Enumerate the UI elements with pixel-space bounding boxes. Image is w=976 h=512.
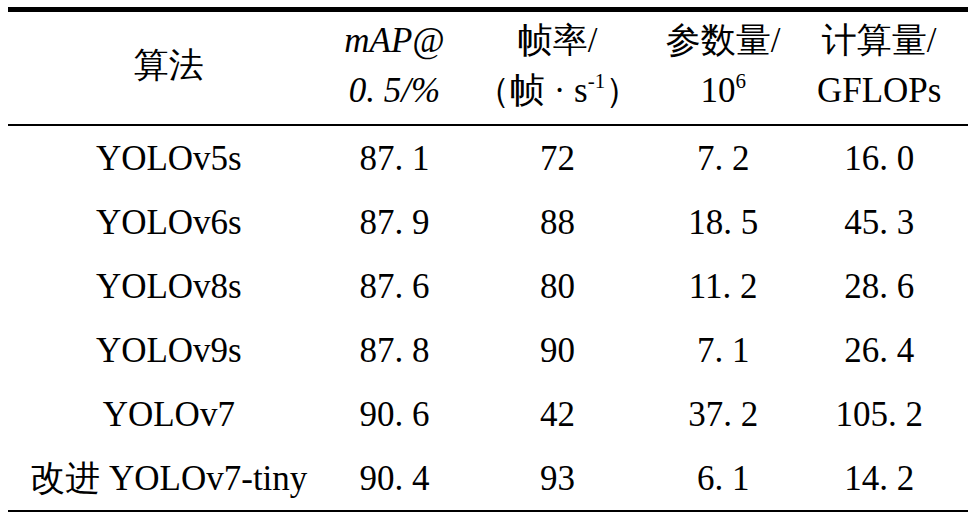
cell-gflops: 14. 2 (790, 446, 968, 512)
cell-fps: 42 (459, 382, 656, 446)
cell-map: 87. 8 (330, 318, 460, 382)
fps-unit-close: ） (605, 71, 640, 110)
table-row: 改进 YOLOv7-tiny 90. 4 93 6. 1 14. 2 (8, 446, 968, 512)
table-row: YOLOv9s 87. 8 90 7. 1 26. 4 (8, 318, 968, 382)
column-header-fps: 帧率/ （帧 · s-1） (459, 10, 656, 126)
column-header-params: 参数量/ 106 (656, 10, 790, 126)
cell-map: 87. 1 (330, 125, 460, 190)
cell-map: 90. 4 (330, 446, 460, 512)
cell-params: 7. 2 (656, 125, 790, 190)
cell-algorithm: 改进 YOLOv7-tiny (8, 446, 330, 512)
cell-algorithm: YOLOv8s (8, 254, 330, 318)
params-unit-superscript: 6 (735, 69, 746, 93)
cell-map: 90. 6 (330, 382, 460, 446)
cell-algorithm: YOLOv5s (8, 125, 330, 190)
table-header: 算法 mAP@ 0. 5/% 帧率/ （帧 · s-1） 参数量/ 106 计算… (8, 10, 968, 126)
header-row: 算法 mAP@ 0. 5/% 帧率/ （帧 · s-1） 参数量/ 106 计算… (8, 10, 968, 126)
cell-map: 87. 9 (330, 190, 460, 254)
header-map-line1: mAP@ (330, 16, 460, 66)
column-header-gflops: 计算量/ GFLOPs (790, 10, 968, 126)
page: 算法 mAP@ 0. 5/% 帧率/ （帧 · s-1） 参数量/ 106 计算… (0, 0, 976, 512)
header-fps-line1: 帧率/ (459, 16, 656, 66)
cell-algorithm: YOLOv9s (8, 318, 330, 382)
algorithm-comparison-table: 算法 mAP@ 0. 5/% 帧率/ （帧 · s-1） 参数量/ 106 计算… (8, 7, 968, 512)
fps-unit-superscript: -1 (588, 69, 606, 93)
cell-gflops: 105. 2 (790, 382, 968, 446)
cell-params: 37. 2 (656, 382, 790, 446)
cell-fps: 80 (459, 254, 656, 318)
header-fps-line2: （帧 · s-1） (459, 66, 656, 116)
header-params-line1: 参数量/ (656, 16, 790, 66)
cell-gflops: 16. 0 (790, 125, 968, 190)
cell-fps: 93 (459, 446, 656, 512)
cell-params: 7. 1 (656, 318, 790, 382)
table-row: YOLOv6s 87. 9 88 18. 5 45. 3 (8, 190, 968, 254)
column-header-algorithm: 算法 (8, 10, 330, 126)
cell-fps: 88 (459, 190, 656, 254)
cell-fps: 72 (459, 125, 656, 190)
header-map-line2: 0. 5/% (330, 66, 460, 116)
table-body: YOLOv5s 87. 1 72 7. 2 16. 0 YOLOv6s 87. … (8, 125, 968, 512)
cell-params: 6. 1 (656, 446, 790, 512)
cell-gflops: 45. 3 (790, 190, 968, 254)
header-algorithm-label: 算法 (8, 41, 330, 91)
cell-algorithm: YOLOv7 (8, 382, 330, 446)
cell-algorithm: YOLOv6s (8, 190, 330, 254)
cell-map: 87. 6 (330, 254, 460, 318)
cell-params: 11. 2 (656, 254, 790, 318)
table-row: YOLOv8s 87. 6 80 11. 2 28. 6 (8, 254, 968, 318)
cell-gflops: 28. 6 (790, 254, 968, 318)
header-gflops-line2: GFLOPs (790, 66, 968, 116)
params-unit-text: 10 (700, 71, 735, 110)
header-gflops-line1: 计算量/ (790, 16, 968, 66)
table-row: YOLOv5s 87. 1 72 7. 2 16. 0 (8, 125, 968, 190)
column-header-map: mAP@ 0. 5/% (330, 10, 460, 126)
fps-unit-text: （帧 · s (475, 71, 588, 110)
cell-params: 18. 5 (656, 190, 790, 254)
cell-gflops: 26. 4 (790, 318, 968, 382)
table-row: YOLOv7 90. 6 42 37. 2 105. 2 (8, 382, 968, 446)
cell-fps: 90 (459, 318, 656, 382)
header-params-line2: 106 (656, 66, 790, 116)
